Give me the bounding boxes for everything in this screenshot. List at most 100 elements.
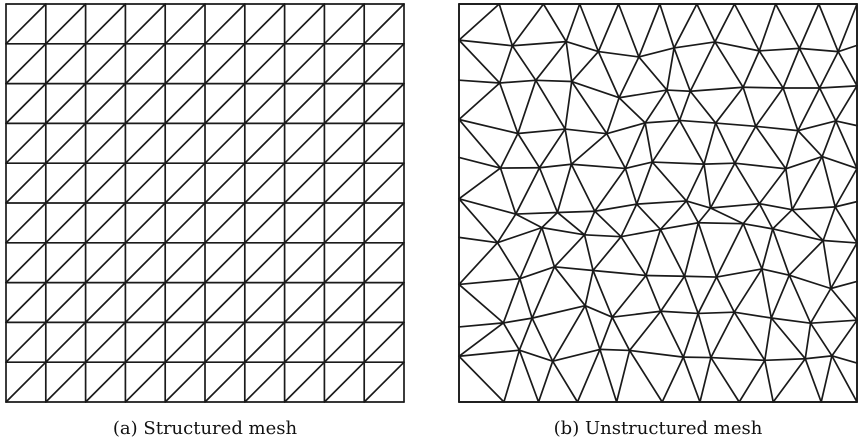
mesh-edge <box>498 82 519 135</box>
mesh-edge <box>531 304 587 319</box>
mesh-diagonal-edge <box>44 202 87 244</box>
mesh-diagonal-edge <box>283 162 326 204</box>
mesh-diagonal-edge <box>5 241 47 284</box>
mesh-edge <box>673 3 698 49</box>
mesh-diagonal-edge <box>363 361 405 403</box>
mesh-diagonal-edge <box>5 82 47 125</box>
mesh-diagonal-edge <box>204 281 246 324</box>
mesh-edge <box>666 47 675 91</box>
mesh-edge <box>511 40 568 47</box>
mesh-edge <box>817 3 840 53</box>
mesh-edge <box>514 211 559 215</box>
mesh-diagonal-edge <box>5 162 47 204</box>
mesh-edge <box>534 40 568 82</box>
mesh-diagonal-edge <box>204 122 246 165</box>
mesh-edge <box>659 200 688 231</box>
mesh-edge <box>822 239 832 290</box>
mesh-edge <box>797 87 821 132</box>
mesh-diagonal-edge <box>204 162 246 204</box>
mesh-diagonal-edge <box>204 361 246 403</box>
mesh-diagonal-edge <box>5 361 47 403</box>
mesh-diagonal-edge <box>124 42 167 85</box>
mesh-edge <box>645 274 662 313</box>
mesh-edge <box>758 202 774 230</box>
mesh-edge <box>531 317 554 363</box>
mesh-edge <box>710 356 741 403</box>
mesh-edge <box>697 207 712 224</box>
mesh-edge <box>714 122 736 165</box>
mesh-diagonal-edge <box>84 202 127 244</box>
mesh-edge <box>742 86 757 128</box>
mesh-edge <box>651 119 681 163</box>
mesh-edge <box>659 275 686 313</box>
mesh-edge <box>553 265 594 272</box>
mesh-edge <box>597 50 640 58</box>
mesh-diagonal-edge <box>44 281 87 324</box>
mesh-edge <box>742 50 761 89</box>
mesh-edge <box>540 226 586 236</box>
mesh-edge <box>605 132 627 170</box>
mesh-diagonal-edge <box>44 122 87 165</box>
mesh-edge <box>733 311 766 362</box>
mesh-edge <box>673 47 692 93</box>
mesh-edge <box>818 84 858 89</box>
mesh-diagonal-edge <box>5 42 47 85</box>
mesh-edge <box>496 241 521 280</box>
mesh-diagonal-edge <box>84 3 127 45</box>
mesh-edge <box>831 319 858 357</box>
mesh-edge <box>758 202 793 211</box>
mesh-edge <box>538 166 559 214</box>
mesh-edge <box>538 163 573 169</box>
mesh-diagonal-edge <box>363 321 405 364</box>
mesh-edge <box>651 161 688 202</box>
mesh-edge <box>754 125 799 132</box>
mesh-edge <box>553 265 587 307</box>
mesh-edge <box>804 322 812 360</box>
mesh-edge <box>570 80 608 135</box>
mesh-edge <box>637 47 675 58</box>
mesh-edge <box>709 202 761 209</box>
mesh-edge <box>458 277 521 286</box>
mesh-diagonal-edge <box>124 162 167 204</box>
mesh-edge <box>788 274 812 325</box>
mesh-diagonal-edge <box>5 321 47 364</box>
mesh-edge <box>821 120 837 158</box>
mesh-edge <box>458 156 502 169</box>
mesh-diagonal-edge <box>164 361 206 403</box>
mesh-edge <box>635 203 662 231</box>
mesh-diagonal-edge <box>283 82 326 125</box>
mesh-edge <box>611 310 662 319</box>
mesh-edge <box>620 228 662 238</box>
mesh-diagonal-edge <box>44 361 87 403</box>
mesh-edge <box>531 265 556 319</box>
mesh-edge <box>697 221 718 278</box>
mesh-edge <box>551 304 587 363</box>
mesh-edge <box>770 317 807 360</box>
unstructured-mesh-diagram <box>458 3 858 403</box>
mesh-edge <box>498 79 537 84</box>
mesh-edge <box>791 155 824 211</box>
mesh-edge <box>797 120 837 132</box>
mesh-edge <box>570 132 608 166</box>
mesh-edge <box>697 276 718 315</box>
mesh-edge <box>772 357 807 403</box>
mesh-edge <box>831 354 858 364</box>
mesh-edge <box>593 203 638 213</box>
mesh-edge <box>551 360 579 403</box>
mesh-diagonal-edge <box>164 281 206 324</box>
mesh-edge <box>818 87 837 122</box>
mesh-edge <box>837 3 858 53</box>
mesh-edge <box>703 162 736 166</box>
mesh-edge <box>651 161 705 166</box>
mesh-edge <box>798 3 820 50</box>
mesh-diagonal-edge <box>363 122 405 165</box>
mesh-diagonal-edge <box>124 3 167 45</box>
mesh-diagonal-edge <box>323 82 366 125</box>
mesh-edge <box>710 311 736 359</box>
mesh-edge <box>758 3 777 52</box>
mesh-edge <box>738 359 766 403</box>
mesh-diagonal-edge <box>84 281 127 324</box>
mesh-diagonal-edge <box>204 241 246 284</box>
mesh-edge <box>710 356 766 362</box>
mesh-edge <box>593 210 622 238</box>
